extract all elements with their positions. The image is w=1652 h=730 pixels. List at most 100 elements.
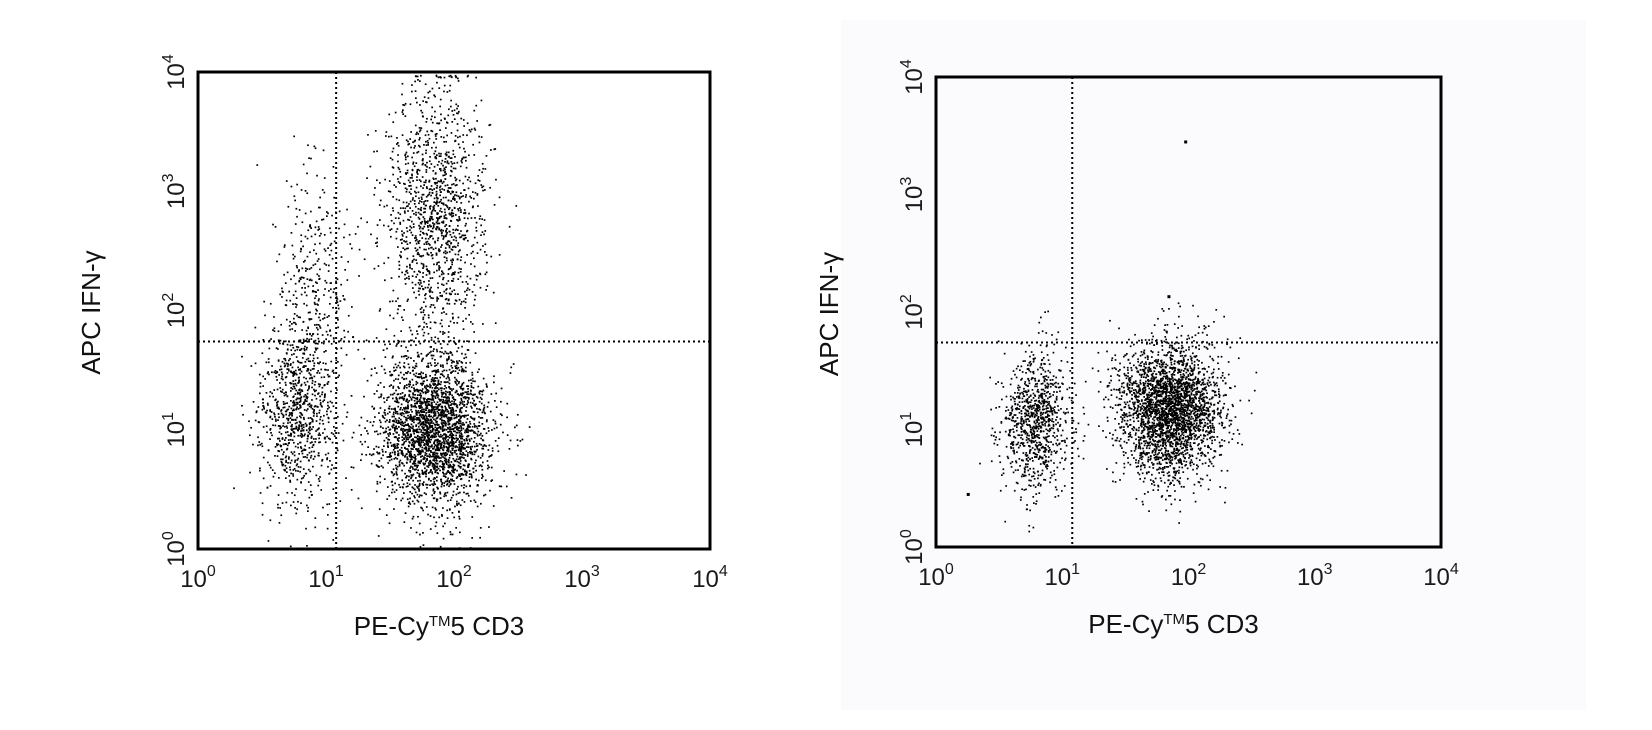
scatter-point [430,251,432,254]
scatter-point [397,211,400,214]
scatter-point [409,138,411,140]
scatter-point [426,130,429,133]
scatter-point [427,269,430,272]
scatter-point [432,354,435,357]
scatter-point [420,371,423,374]
scatter-point [280,426,282,429]
scatter-point [397,308,399,311]
scatter-point [323,351,326,353]
scatter-point [286,402,288,404]
scatter-point [393,411,395,414]
scatter-point [414,90,417,92]
scatter-point [432,237,434,240]
scatter-point [389,433,391,435]
scatter-point [466,385,468,387]
scatter-point [430,455,433,458]
scatter-point [318,313,321,315]
scatter-point [424,392,427,395]
scatter-point [402,432,404,434]
scatter-point [463,400,465,403]
scatter-point [454,376,456,379]
scatter-point [468,379,470,382]
scatter-point [458,446,461,449]
scatter-point [451,190,454,193]
scatter-point [407,179,410,182]
scatter-point [482,447,485,450]
scatter-point [456,129,459,132]
scatter-point [460,477,463,480]
scatter-point [291,323,293,325]
scatter-point [476,407,478,410]
scatter-point [497,437,500,439]
scatter-point [410,398,413,400]
scatter-point [289,320,291,323]
scatter-point [470,390,472,392]
scatter-point [297,408,300,410]
scatter-point [440,485,443,488]
scatter-point [508,225,511,228]
scatter-point [310,338,313,340]
scatter-point [385,427,387,430]
scatter-point [468,463,470,466]
scatter-point [300,389,303,391]
scatter-point [461,367,464,370]
scatter-point [471,453,474,456]
scatter-point [408,411,410,414]
scatter-point [423,96,426,98]
scatter-point [411,220,413,223]
scatter-point [475,76,477,79]
scatter-point [460,387,462,390]
scatter-point [431,189,434,191]
scatter-point [284,359,287,362]
scatter-point [448,393,451,396]
scatter-point [415,383,418,386]
scatter-point [401,271,403,274]
scatter-point [474,393,476,396]
scatter-point [434,391,437,394]
scatter-point [313,364,315,367]
scatter-point [309,432,311,435]
scatter-point [412,393,415,396]
scatter-point [450,414,453,416]
scatter-point [410,456,412,459]
scatter-point [447,450,450,453]
scatter-point [437,424,439,426]
scatter-point [457,449,460,452]
scatter-point [380,457,383,460]
scatter-point [416,430,418,433]
scatter-point [429,295,431,298]
scatter-point [485,289,487,291]
scatter-point [484,230,487,232]
scatter-point [423,501,426,504]
scatter-point [443,208,446,211]
scatter-point [442,465,445,467]
scatter-point [427,434,430,437]
scatter-point [445,445,447,448]
scatter-point [429,362,432,364]
scatter-point [436,201,438,204]
scatter-point [447,421,449,423]
scatter-point [461,454,464,456]
scatter-point [323,177,326,179]
scatter-point [330,343,333,345]
scatter-point [424,433,426,436]
scatter-point [414,458,417,460]
scatter-point [289,468,292,471]
scatter-point [490,149,492,151]
scatter-point [420,444,422,446]
scatter-point [261,513,264,516]
scatter-point [280,390,282,393]
scatter-point [418,485,420,488]
scatter-point [310,376,313,379]
scatter-point [387,256,390,259]
scatter-point [459,236,461,239]
scatter-point [326,457,329,459]
scatter-point [462,134,465,136]
scatter-point [261,352,264,355]
scatter-point [456,383,458,386]
scatter-point [276,260,278,263]
scatter-point [317,226,320,228]
scatter-point [401,420,404,423]
scatter-point [441,434,444,437]
scatter-point [463,209,466,211]
